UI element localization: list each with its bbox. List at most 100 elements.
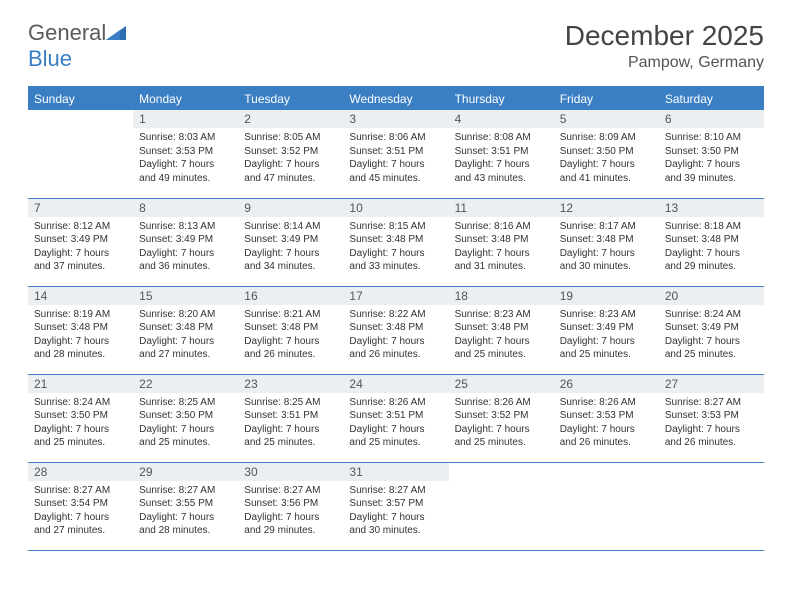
day-number: 22 [133,375,238,393]
calendar-day-cell: 12Sunrise: 8:17 AMSunset: 3:48 PMDayligh… [554,198,659,286]
day-details: Sunrise: 8:26 AMSunset: 3:52 PMDaylight:… [449,393,554,454]
day-number: 4 [449,110,554,128]
logo-word-2: Blue [28,46,72,71]
day-details: Sunrise: 8:27 AMSunset: 3:57 PMDaylight:… [343,481,448,542]
calendar-day-cell: 26Sunrise: 8:26 AMSunset: 3:53 PMDayligh… [554,374,659,462]
weekday-header: Wednesday [343,87,448,110]
day-number: 29 [133,463,238,481]
day-details: Sunrise: 8:18 AMSunset: 3:48 PMDaylight:… [659,217,764,278]
day-number: 28 [28,463,133,481]
calendar-week-row: 28Sunrise: 8:27 AMSunset: 3:54 PMDayligh… [28,462,764,550]
calendar-day-cell: 23Sunrise: 8:25 AMSunset: 3:51 PMDayligh… [238,374,343,462]
calendar-table: SundayMondayTuesdayWednesdayThursdayFrid… [28,86,764,551]
calendar-day-cell: 7Sunrise: 8:12 AMSunset: 3:49 PMDaylight… [28,198,133,286]
calendar-day-cell: 13Sunrise: 8:18 AMSunset: 3:48 PMDayligh… [659,198,764,286]
calendar-empty-cell [659,462,764,550]
calendar-day-cell: 29Sunrise: 8:27 AMSunset: 3:55 PMDayligh… [133,462,238,550]
day-number: 13 [659,199,764,217]
day-details: Sunrise: 8:09 AMSunset: 3:50 PMDaylight:… [554,128,659,189]
weekday-header: Monday [133,87,238,110]
day-number: 25 [449,375,554,393]
calendar-day-cell: 8Sunrise: 8:13 AMSunset: 3:49 PMDaylight… [133,198,238,286]
calendar-day-cell: 6Sunrise: 8:10 AMSunset: 3:50 PMDaylight… [659,110,764,198]
day-number: 6 [659,110,764,128]
calendar-day-cell: 2Sunrise: 8:05 AMSunset: 3:52 PMDaylight… [238,110,343,198]
day-number: 16 [238,287,343,305]
calendar-day-cell: 11Sunrise: 8:16 AMSunset: 3:48 PMDayligh… [449,198,554,286]
calendar-day-cell: 31Sunrise: 8:27 AMSunset: 3:57 PMDayligh… [343,462,448,550]
calendar-day-cell: 24Sunrise: 8:26 AMSunset: 3:51 PMDayligh… [343,374,448,462]
day-number: 31 [343,463,448,481]
weekday-header: Thursday [449,87,554,110]
calendar-day-cell: 16Sunrise: 8:21 AMSunset: 3:48 PMDayligh… [238,286,343,374]
calendar-week-row: 21Sunrise: 8:24 AMSunset: 3:50 PMDayligh… [28,374,764,462]
day-number: 19 [554,287,659,305]
calendar-day-cell: 21Sunrise: 8:24 AMSunset: 3:50 PMDayligh… [28,374,133,462]
day-details: Sunrise: 8:16 AMSunset: 3:48 PMDaylight:… [449,217,554,278]
day-details: Sunrise: 8:13 AMSunset: 3:49 PMDaylight:… [133,217,238,278]
day-details: Sunrise: 8:06 AMSunset: 3:51 PMDaylight:… [343,128,448,189]
day-details: Sunrise: 8:21 AMSunset: 3:48 PMDaylight:… [238,305,343,366]
weekday-header: Sunday [28,87,133,110]
calendar-day-cell: 25Sunrise: 8:26 AMSunset: 3:52 PMDayligh… [449,374,554,462]
calendar-day-cell: 1Sunrise: 8:03 AMSunset: 3:53 PMDaylight… [133,110,238,198]
calendar-day-cell: 14Sunrise: 8:19 AMSunset: 3:48 PMDayligh… [28,286,133,374]
day-number: 15 [133,287,238,305]
day-details: Sunrise: 8:27 AMSunset: 3:53 PMDaylight:… [659,393,764,454]
calendar-day-cell: 19Sunrise: 8:23 AMSunset: 3:49 PMDayligh… [554,286,659,374]
calendar-week-row: 1Sunrise: 8:03 AMSunset: 3:53 PMDaylight… [28,110,764,198]
day-number: 8 [133,199,238,217]
calendar-body: 1Sunrise: 8:03 AMSunset: 3:53 PMDaylight… [28,110,764,550]
day-details: Sunrise: 8:27 AMSunset: 3:56 PMDaylight:… [238,481,343,542]
calendar-day-cell: 28Sunrise: 8:27 AMSunset: 3:54 PMDayligh… [28,462,133,550]
day-number: 3 [343,110,448,128]
day-details: Sunrise: 8:27 AMSunset: 3:55 PMDaylight:… [133,481,238,542]
day-number: 18 [449,287,554,305]
day-number: 2 [238,110,343,128]
day-number: 21 [28,375,133,393]
day-number: 7 [28,199,133,217]
day-number: 1 [133,110,238,128]
day-number: 20 [659,287,764,305]
day-number: 24 [343,375,448,393]
day-number: 17 [343,287,448,305]
calendar-day-cell: 10Sunrise: 8:15 AMSunset: 3:48 PMDayligh… [343,198,448,286]
calendar-day-cell: 4Sunrise: 8:08 AMSunset: 3:51 PMDaylight… [449,110,554,198]
day-details: Sunrise: 8:23 AMSunset: 3:49 PMDaylight:… [554,305,659,366]
day-number: 26 [554,375,659,393]
day-details: Sunrise: 8:24 AMSunset: 3:49 PMDaylight:… [659,305,764,366]
calendar-day-cell: 3Sunrise: 8:06 AMSunset: 3:51 PMDaylight… [343,110,448,198]
day-details: Sunrise: 8:23 AMSunset: 3:48 PMDaylight:… [449,305,554,366]
weekday-header: Tuesday [238,87,343,110]
calendar-day-cell: 18Sunrise: 8:23 AMSunset: 3:48 PMDayligh… [449,286,554,374]
logo: General Blue [28,20,126,72]
calendar-empty-cell [28,110,133,198]
day-details: Sunrise: 8:25 AMSunset: 3:51 PMDaylight:… [238,393,343,454]
day-details: Sunrise: 8:10 AMSunset: 3:50 PMDaylight:… [659,128,764,189]
calendar-day-cell: 27Sunrise: 8:27 AMSunset: 3:53 PMDayligh… [659,374,764,462]
logo-text: General Blue [28,20,126,72]
calendar-week-row: 7Sunrise: 8:12 AMSunset: 3:49 PMDaylight… [28,198,764,286]
calendar-day-cell: 9Sunrise: 8:14 AMSunset: 3:49 PMDaylight… [238,198,343,286]
day-number: 9 [238,199,343,217]
title-block: December 2025 Pampow, Germany [565,20,764,72]
logo-word-1: General [28,20,106,45]
day-details: Sunrise: 8:14 AMSunset: 3:49 PMDaylight:… [238,217,343,278]
day-details: Sunrise: 8:15 AMSunset: 3:48 PMDaylight:… [343,217,448,278]
day-number: 27 [659,375,764,393]
calendar-empty-cell [449,462,554,550]
calendar-day-cell: 17Sunrise: 8:22 AMSunset: 3:48 PMDayligh… [343,286,448,374]
calendar-week-row: 14Sunrise: 8:19 AMSunset: 3:48 PMDayligh… [28,286,764,374]
day-details: Sunrise: 8:19 AMSunset: 3:48 PMDaylight:… [28,305,133,366]
day-details: Sunrise: 8:05 AMSunset: 3:52 PMDaylight:… [238,128,343,189]
day-details: Sunrise: 8:26 AMSunset: 3:51 PMDaylight:… [343,393,448,454]
logo-triangle-icon [106,24,126,40]
day-details: Sunrise: 8:27 AMSunset: 3:54 PMDaylight:… [28,481,133,542]
day-number: 14 [28,287,133,305]
day-number: 23 [238,375,343,393]
day-details: Sunrise: 8:12 AMSunset: 3:49 PMDaylight:… [28,217,133,278]
day-number: 11 [449,199,554,217]
day-number: 30 [238,463,343,481]
day-details: Sunrise: 8:08 AMSunset: 3:51 PMDaylight:… [449,128,554,189]
calendar-head: SundayMondayTuesdayWednesdayThursdayFrid… [28,87,764,110]
